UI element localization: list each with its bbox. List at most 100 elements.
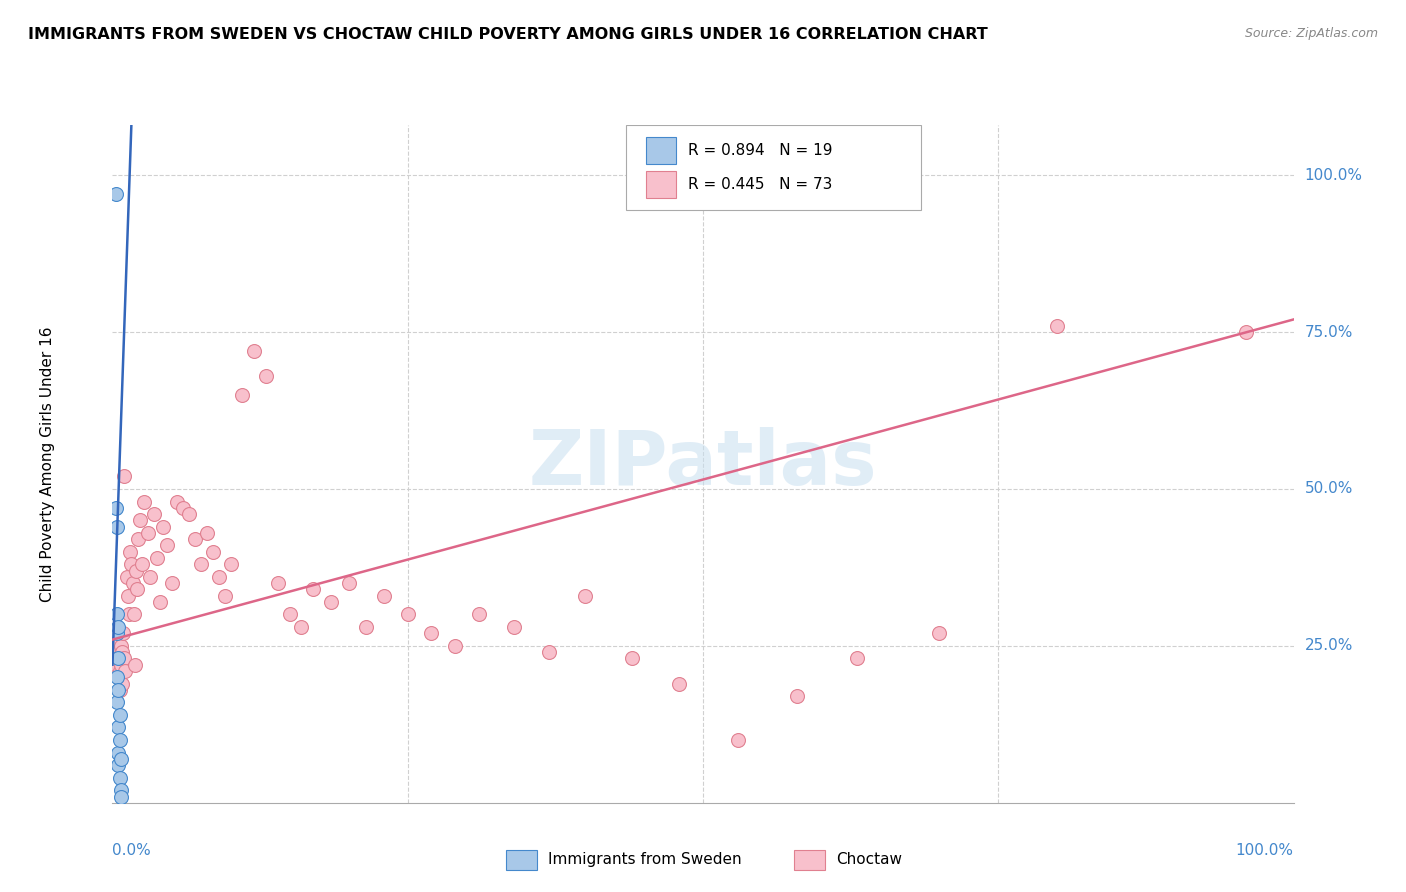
Point (928, 626, 950, 640)
Text: Source: ZipAtlas.com: Source: ZipAtlas.com (1244, 27, 1378, 40)
Text: R = 0.894   N = 19: R = 0.894 N = 19 (688, 143, 832, 158)
Point (108, 707, 131, 722)
Point (190, 558, 212, 572)
Point (142, 507, 165, 521)
Point (128, 513, 150, 527)
Point (122, 607, 145, 622)
Point (108, 682, 131, 697)
Text: 25.0%: 25.0% (1305, 639, 1353, 653)
Point (105, 186, 128, 201)
Point (208, 570, 231, 584)
Point (117, 589, 139, 603)
Point (121, 576, 143, 591)
Point (107, 746, 129, 760)
Point (574, 589, 596, 603)
Point (124, 657, 146, 672)
Text: R = 0.445   N = 73: R = 0.445 N = 73 (688, 177, 832, 192)
Point (254, 368, 277, 383)
Point (112, 469, 135, 483)
Point (120, 545, 142, 559)
FancyBboxPatch shape (647, 136, 676, 163)
Point (105, 695, 128, 709)
Text: IMMIGRANTS FROM SWEDEN VS CHOCTAW CHILD POVERTY AMONG GIRLS UNDER 16 CORRELATION: IMMIGRANTS FROM SWEDEN VS CHOCTAW CHILD … (28, 27, 988, 42)
Point (538, 645, 561, 659)
Text: 100.0%: 100.0% (1236, 844, 1294, 858)
Point (107, 651, 129, 665)
Point (107, 651, 129, 665)
Text: 75.0%: 75.0% (1305, 325, 1353, 340)
Point (444, 639, 467, 653)
Text: ZIPatlas: ZIPatlas (529, 427, 877, 500)
Point (166, 494, 188, 508)
Point (219, 558, 242, 572)
Point (356, 620, 378, 634)
Point (302, 582, 325, 597)
Point (201, 545, 224, 559)
Point (278, 607, 301, 622)
Point (131, 558, 153, 572)
Point (319, 595, 342, 609)
Point (108, 664, 131, 678)
Point (467, 607, 489, 622)
Point (214, 589, 236, 603)
Text: Child Poverty Among Girls Under 16: Child Poverty Among Girls Under 16 (39, 326, 55, 601)
Point (290, 620, 312, 634)
Text: 100.0%: 100.0% (1305, 168, 1362, 183)
Point (184, 532, 207, 546)
Point (668, 676, 690, 690)
Point (110, 783, 132, 797)
Point (179, 507, 201, 521)
Point (420, 626, 443, 640)
Point (396, 607, 419, 622)
Point (337, 576, 360, 591)
Point (107, 682, 129, 697)
Point (786, 689, 808, 703)
Point (1046, 318, 1069, 333)
Point (1234, 325, 1257, 339)
Point (112, 651, 135, 665)
Point (621, 651, 644, 665)
FancyBboxPatch shape (626, 125, 921, 210)
Point (110, 639, 132, 653)
Point (845, 651, 868, 665)
Point (195, 525, 218, 540)
Point (125, 564, 148, 578)
Point (105, 519, 128, 533)
Point (105, 657, 128, 672)
Point (156, 538, 179, 552)
Point (110, 752, 132, 766)
Point (107, 620, 129, 634)
Point (243, 343, 266, 358)
Text: 50.0%: 50.0% (1305, 482, 1353, 497)
Point (105, 500, 128, 515)
Point (373, 589, 395, 603)
Point (111, 645, 134, 659)
Point (111, 676, 134, 690)
Point (110, 789, 132, 804)
Point (231, 388, 253, 402)
Point (110, 657, 132, 672)
FancyBboxPatch shape (647, 171, 676, 198)
Point (146, 551, 169, 566)
Point (503, 620, 526, 634)
Point (267, 576, 290, 591)
Point (105, 632, 128, 647)
Point (105, 607, 128, 622)
Point (127, 582, 149, 597)
Point (136, 525, 159, 540)
Point (114, 664, 136, 678)
Point (107, 721, 129, 735)
Point (107, 758, 129, 772)
Point (149, 595, 172, 609)
Point (139, 570, 162, 584)
Text: Immigrants from Sweden: Immigrants from Sweden (548, 853, 742, 867)
Point (107, 670, 129, 684)
Point (108, 771, 131, 785)
Point (134, 494, 156, 508)
Point (115, 570, 138, 584)
Point (112, 626, 135, 640)
Point (172, 500, 194, 515)
Point (120, 558, 142, 572)
Point (127, 532, 149, 546)
Point (105, 670, 128, 684)
